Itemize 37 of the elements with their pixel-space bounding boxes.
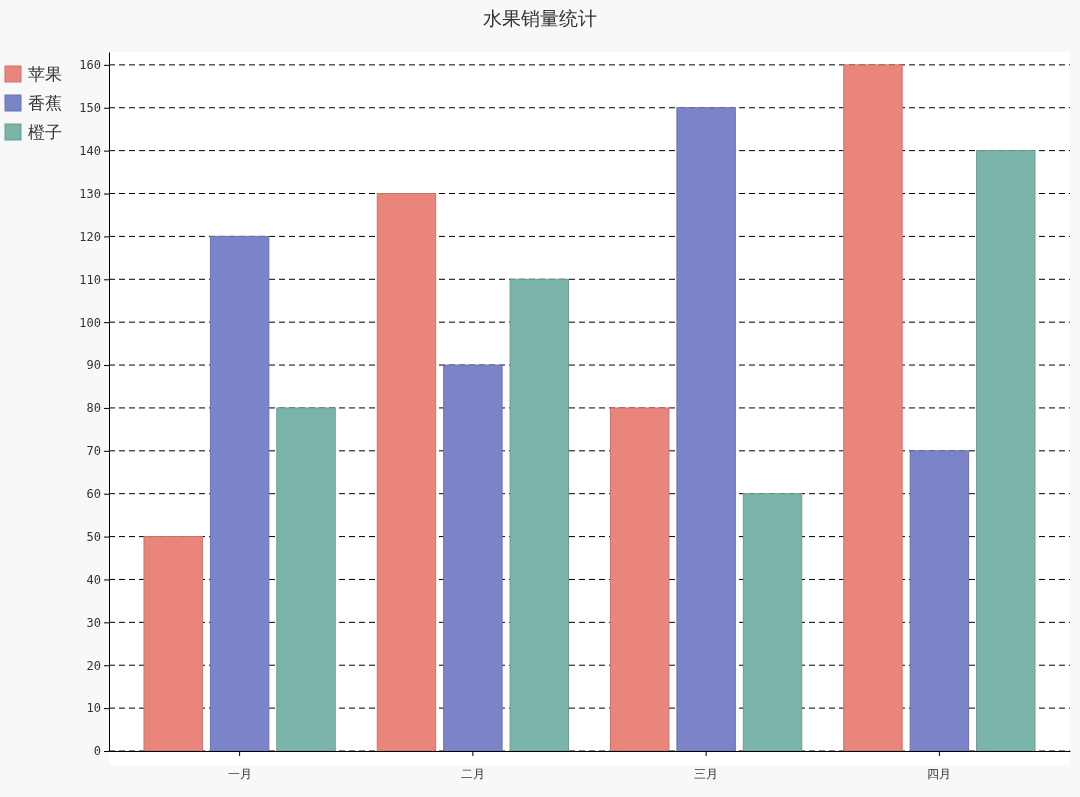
y-tick-label: 40 bbox=[86, 572, 101, 587]
y-tick-label: 100 bbox=[79, 315, 101, 330]
bar bbox=[209, 235, 270, 752]
legend-label: 香蕉 bbox=[28, 93, 62, 113]
y-tick-label: 140 bbox=[79, 143, 101, 158]
y-tick-label: 0 bbox=[93, 744, 101, 759]
y-tick-label: 80 bbox=[86, 401, 101, 416]
bar bbox=[509, 278, 570, 752]
bar bbox=[143, 536, 203, 752]
y-tick-label: 20 bbox=[86, 658, 101, 673]
y-tick-label: 70 bbox=[86, 444, 101, 459]
legend-label: 苹果 bbox=[28, 64, 62, 84]
y-tick-label: 160 bbox=[79, 58, 101, 73]
bar bbox=[909, 450, 970, 752]
x-tick-label: 四月 bbox=[927, 767, 952, 782]
bar bbox=[976, 150, 1036, 752]
y-tick-label: 60 bbox=[86, 487, 101, 502]
bar bbox=[609, 407, 670, 752]
y-tick-label: 50 bbox=[86, 529, 101, 544]
y-tick-label: 30 bbox=[86, 615, 101, 630]
y-tick-label: 90 bbox=[86, 358, 101, 373]
bar bbox=[376, 193, 437, 752]
bar bbox=[676, 107, 736, 752]
x-tick-label: 三月 bbox=[694, 767, 719, 782]
bar bbox=[742, 493, 803, 752]
y-tick-label: 120 bbox=[79, 229, 101, 244]
bar bbox=[443, 364, 503, 752]
bar bbox=[843, 64, 903, 752]
legend-label: 橙子 bbox=[28, 122, 62, 142]
chart-title: 水果销量统计 bbox=[483, 7, 597, 29]
bar bbox=[276, 407, 336, 752]
y-tick-label: 110 bbox=[79, 272, 101, 287]
x-tick-label: 一月 bbox=[227, 767, 252, 782]
y-tick-label: 130 bbox=[79, 186, 101, 201]
y-tick-label: 150 bbox=[79, 101, 101, 116]
x-tick-label: 二月 bbox=[460, 767, 485, 782]
y-tick-label: 10 bbox=[86, 701, 101, 716]
